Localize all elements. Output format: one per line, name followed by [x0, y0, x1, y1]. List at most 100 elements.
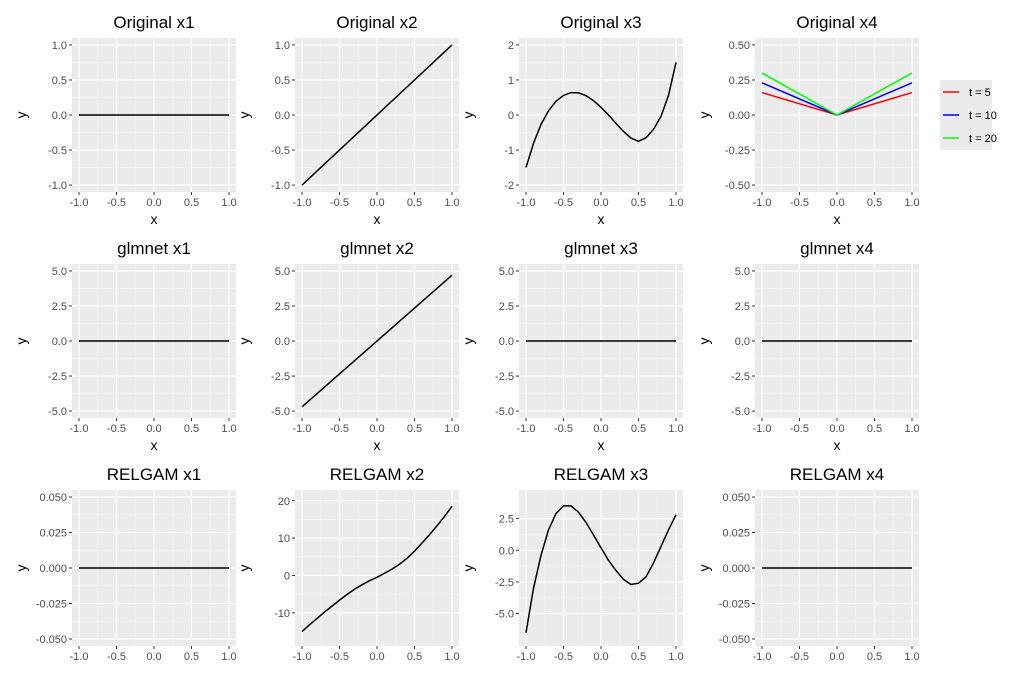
x-tick-label: -0.5 — [790, 651, 809, 663]
y-axis-label: y — [236, 112, 252, 119]
y-tick-label: 2.5 — [499, 301, 514, 313]
y-tick-label: 0.050 — [722, 492, 750, 504]
x-tick-label: 1.0 — [904, 197, 919, 209]
x-axis-label: x — [151, 211, 158, 227]
y-axis-label: y — [13, 338, 29, 345]
y-tick-label: -0.25 — [725, 145, 750, 157]
y-tick-label: 0.050 — [39, 492, 67, 504]
y-tick-label: -0.050 — [719, 634, 750, 646]
x-tick-label: 0.0 — [146, 197, 161, 209]
x-tick-label: 0.5 — [867, 651, 882, 663]
x-tick-label: -0.5 — [330, 197, 349, 209]
x-tick-label: -1.0 — [517, 423, 536, 435]
panel-title: RELGAM x3 — [554, 465, 648, 484]
facet-panel-8: -1.0 -0.5 0.0 0.5 1.0 -5.0 -2.5 0.0 2.5 5.0 glmnet… — [696, 239, 920, 453]
y-tick-label: -1.0 — [271, 180, 290, 192]
y-tick-label: -0.5 — [48, 145, 67, 157]
x-axis-label: x — [151, 437, 158, 453]
y-tick-label: -5.0 — [495, 609, 514, 621]
y-tick-label: 0 — [284, 570, 290, 582]
x-tick-label: -1.0 — [517, 197, 536, 209]
panel-title: glmnet x3 — [564, 239, 638, 258]
y-tick-label: -1.0 — [48, 180, 67, 192]
y-tick-label: 5.0 — [499, 266, 514, 278]
x-axis-label: x — [374, 437, 381, 453]
x-tick-label: 0.0 — [146, 423, 161, 435]
y-tick-label: 2.5 — [52, 301, 67, 313]
x-tick-label: 0.0 — [829, 423, 844, 435]
y-tick-label: -5.0 — [731, 406, 750, 418]
y-tick-label: 0.5 — [52, 75, 67, 87]
y-tick-label: -0.025 — [36, 598, 67, 610]
panel-title: RELGAM x4 — [790, 465, 884, 484]
panel-title: glmnet x4 — [800, 239, 874, 258]
facet-panel-12: -1.0 -0.5 0.0 0.5 1.0 -0.050 -0.025 0.000 0.025 0… — [696, 465, 920, 663]
y-tick-label: 0.0 — [52, 336, 67, 348]
y-tick-label: 0.025 — [39, 528, 67, 540]
x-tick-label: 0.5 — [631, 197, 646, 209]
x-tick-label: -0.5 — [554, 197, 573, 209]
panel-title: RELGAM x2 — [330, 465, 424, 484]
y-axis-label: y — [696, 565, 712, 572]
x-axis-label: x — [834, 437, 841, 453]
x-tick-label: 0.0 — [146, 651, 161, 663]
x-tick-label: -1.0 — [70, 197, 89, 209]
x-tick-label: -0.5 — [330, 423, 349, 435]
legend-label: t = 20 — [969, 133, 997, 145]
y-tick-label: -5.0 — [271, 406, 290, 418]
series-line — [525, 505, 677, 633]
y-tick-label: 0.0 — [52, 110, 67, 122]
x-tick-label: -0.5 — [330, 651, 349, 663]
y-tick-label: 0.025 — [722, 528, 750, 540]
y-tick-label: 0.0 — [275, 336, 290, 348]
x-tick-label: -1.0 — [293, 197, 312, 209]
x-tick-label: 0.5 — [631, 423, 646, 435]
y-axis-label: y — [460, 112, 476, 119]
y-axis-label: y — [236, 565, 252, 572]
y-tick-label: 0.0 — [499, 545, 514, 557]
y-axis-label: y — [460, 565, 476, 572]
y-tick-label: -5.0 — [48, 406, 67, 418]
y-tick-label: 2.5 — [275, 301, 290, 313]
x-tick-label: 1.0 — [904, 651, 919, 663]
y-tick-label: 0.000 — [39, 563, 67, 575]
facet-panel-11: -1.0 -0.5 0.0 0.5 1.0 -5.0 -2.5 0.0 2.5 RELGAM x3… — [460, 465, 684, 663]
panel-title: glmnet x1 — [117, 239, 191, 258]
series-line — [301, 274, 453, 408]
y-tick-label: 0.5 — [275, 75, 290, 87]
y-tick-label: -0.025 — [719, 598, 750, 610]
x-tick-label: 1.0 — [444, 423, 459, 435]
x-tick-label: -1.0 — [70, 651, 89, 663]
y-tick-label: 2.5 — [735, 301, 750, 313]
series-line — [301, 44, 453, 186]
y-tick-label: 0.000 — [722, 563, 750, 575]
y-tick-label: -1 — [504, 145, 514, 157]
x-tick-label: 0.0 — [369, 651, 384, 663]
x-tick-label: -0.5 — [107, 423, 126, 435]
x-tick-label: 1.0 — [221, 651, 236, 663]
y-tick-label: -2.5 — [495, 577, 514, 589]
x-tick-label: -0.5 — [107, 651, 126, 663]
x-tick-label: 0.0 — [369, 197, 384, 209]
y-tick-label: 1 — [508, 75, 514, 87]
panel-title: Original x3 — [560, 13, 641, 32]
x-tick-label: -0.5 — [107, 197, 126, 209]
x-tick-label: 0.5 — [631, 651, 646, 663]
x-tick-label: 1.0 — [221, 197, 236, 209]
y-tick-label: 10 — [278, 533, 290, 545]
y-axis-label: y — [13, 112, 29, 119]
legend-label: t = 10 — [969, 110, 997, 122]
panel-title: RELGAM x1 — [107, 465, 201, 484]
y-tick-label: 1.0 — [52, 40, 67, 52]
series-line — [525, 62, 677, 168]
series-line — [301, 505, 453, 633]
y-tick-label: -2.5 — [271, 371, 290, 383]
facet-panel-1: -1.0 -0.5 0.0 0.5 1.0 -1.0 -0.5 0.0 0.5 1.0 Origin… — [13, 13, 237, 227]
x-tick-label: -0.5 — [790, 423, 809, 435]
x-tick-label: 0.0 — [829, 651, 844, 663]
x-tick-label: 0.5 — [184, 651, 199, 663]
y-tick-label: -0.5 — [271, 145, 290, 157]
x-axis-label: x — [834, 211, 841, 227]
facet-panel-4: -1.0 -0.5 0.0 0.5 1.0 -0.50 -0.25 0.00 0.25 0.50 O… — [696, 13, 920, 227]
